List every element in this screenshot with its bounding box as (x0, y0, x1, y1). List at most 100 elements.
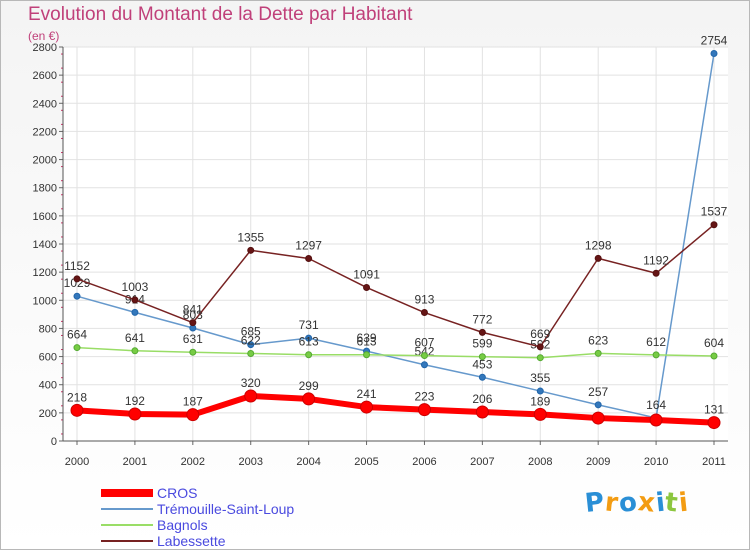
data-label: 1355 (237, 230, 264, 244)
data-label: 131 (704, 403, 724, 417)
chart-subtitle: (en €) (28, 29, 60, 43)
series-labessette: 1152 1003 841 1355 1297 1091 913 772 669 1298 1192… (64, 205, 728, 351)
data-label: 218 (67, 390, 87, 404)
series-line (76, 392, 715, 426)
data-point (247, 341, 255, 349)
y-tick-label: 2400 (33, 98, 57, 110)
y-tick-label: 400 (39, 380, 57, 392)
data-label: 1537 (701, 205, 728, 219)
data-label: 607 (414, 336, 434, 350)
data-label: 641 (125, 331, 145, 345)
data-label: 1297 (295, 238, 322, 252)
data-point (710, 49, 718, 57)
data-label: 669 (530, 327, 550, 341)
data-label: 299 (299, 379, 319, 393)
data-point (594, 349, 602, 357)
x-tick-label: 2003 (238, 456, 262, 468)
data-point (305, 254, 313, 262)
x-tick-label: 2008 (528, 456, 552, 468)
x-tick-label: 2011 (702, 456, 726, 468)
data-point (302, 392, 316, 406)
x-tick-label: 2009 (586, 456, 610, 468)
legend-item: Bagnols (101, 517, 294, 533)
x-tick-label: 2010 (644, 456, 668, 468)
data-label: 1091 (353, 267, 380, 281)
y-tick-label: 200 (39, 408, 57, 420)
data-label: 192 (125, 394, 145, 408)
data-label: 613 (357, 335, 377, 349)
data-label: 623 (588, 333, 608, 347)
data-point (710, 221, 718, 229)
data-point (707, 416, 721, 430)
data-point (247, 349, 255, 357)
y-tick-label: 0 (51, 436, 57, 448)
data-label: 241 (357, 387, 377, 401)
data-point (73, 292, 81, 300)
legend-swatch (101, 524, 153, 526)
x-tick-label: 2001 (123, 456, 147, 468)
series-bagnols: 664641631622613613607599592623612604 (67, 328, 724, 362)
data-label: 1003 (122, 280, 149, 294)
data-label: 1298 (585, 238, 612, 252)
x-tick-label: 2000 (65, 456, 89, 468)
data-point (420, 309, 428, 317)
legend-item: Trémouille-Saint-Loup (101, 501, 294, 517)
legend-label: Bagnols (157, 517, 208, 533)
series-line (76, 224, 715, 348)
x-tick-label: 2006 (412, 456, 436, 468)
data-point (131, 347, 139, 355)
y-tick-label: 2000 (33, 155, 57, 167)
data-point (360, 400, 374, 414)
data-point (189, 319, 197, 327)
data-point (247, 246, 255, 254)
data-point (131, 308, 139, 316)
data-label: 187 (183, 395, 203, 409)
legend-item: Labessette (101, 533, 294, 549)
data-label: 257 (588, 385, 608, 399)
data-label: 1192 (643, 253, 669, 267)
legend-swatch (101, 489, 153, 497)
series-cros: 218 192 187 320 299 241 223 206 189 131 (67, 376, 724, 430)
data-point (536, 387, 544, 395)
data-label: 223 (414, 390, 434, 404)
data-point (128, 407, 142, 421)
data-point (594, 254, 602, 262)
data-point (475, 405, 489, 419)
data-label: 604 (704, 336, 724, 350)
x-tick-label: 2002 (181, 456, 205, 468)
data-label: 2754 (701, 33, 728, 47)
data-label: 206 (472, 392, 492, 406)
data-point (73, 344, 81, 352)
y-tick-label: 2200 (33, 126, 57, 138)
x-tick-label: 2007 (470, 456, 494, 468)
data-point (478, 328, 486, 336)
legend-swatch (101, 508, 153, 510)
data-label: 164 (646, 398, 666, 412)
data-point (533, 407, 547, 421)
data-label: 685 (241, 325, 261, 339)
legend-swatch (101, 540, 153, 542)
data-point (363, 283, 371, 291)
data-label: 1029 (64, 276, 91, 290)
y-tick-label: 2600 (33, 70, 57, 82)
x-tick-label: 2005 (354, 456, 378, 468)
data-label: 803 (183, 308, 203, 322)
data-label: 631 (183, 332, 203, 346)
series-line (76, 53, 715, 419)
data-point (420, 352, 428, 360)
y-tick-label: 1200 (33, 267, 57, 279)
data-point (363, 351, 371, 359)
data-label: 599 (472, 337, 492, 351)
y-tick-label: 1000 (33, 295, 57, 307)
chart-legend: CROS Trémouille-Saint-Loup Bagnols Labesset… (101, 485, 294, 549)
y-tick-label: 1400 (33, 239, 57, 251)
series-line (76, 346, 715, 359)
data-point (186, 408, 200, 422)
data-point (70, 403, 84, 417)
data-label: 612 (646, 335, 666, 349)
data-point (652, 351, 660, 359)
data-point (710, 352, 718, 360)
data-point (649, 413, 663, 427)
